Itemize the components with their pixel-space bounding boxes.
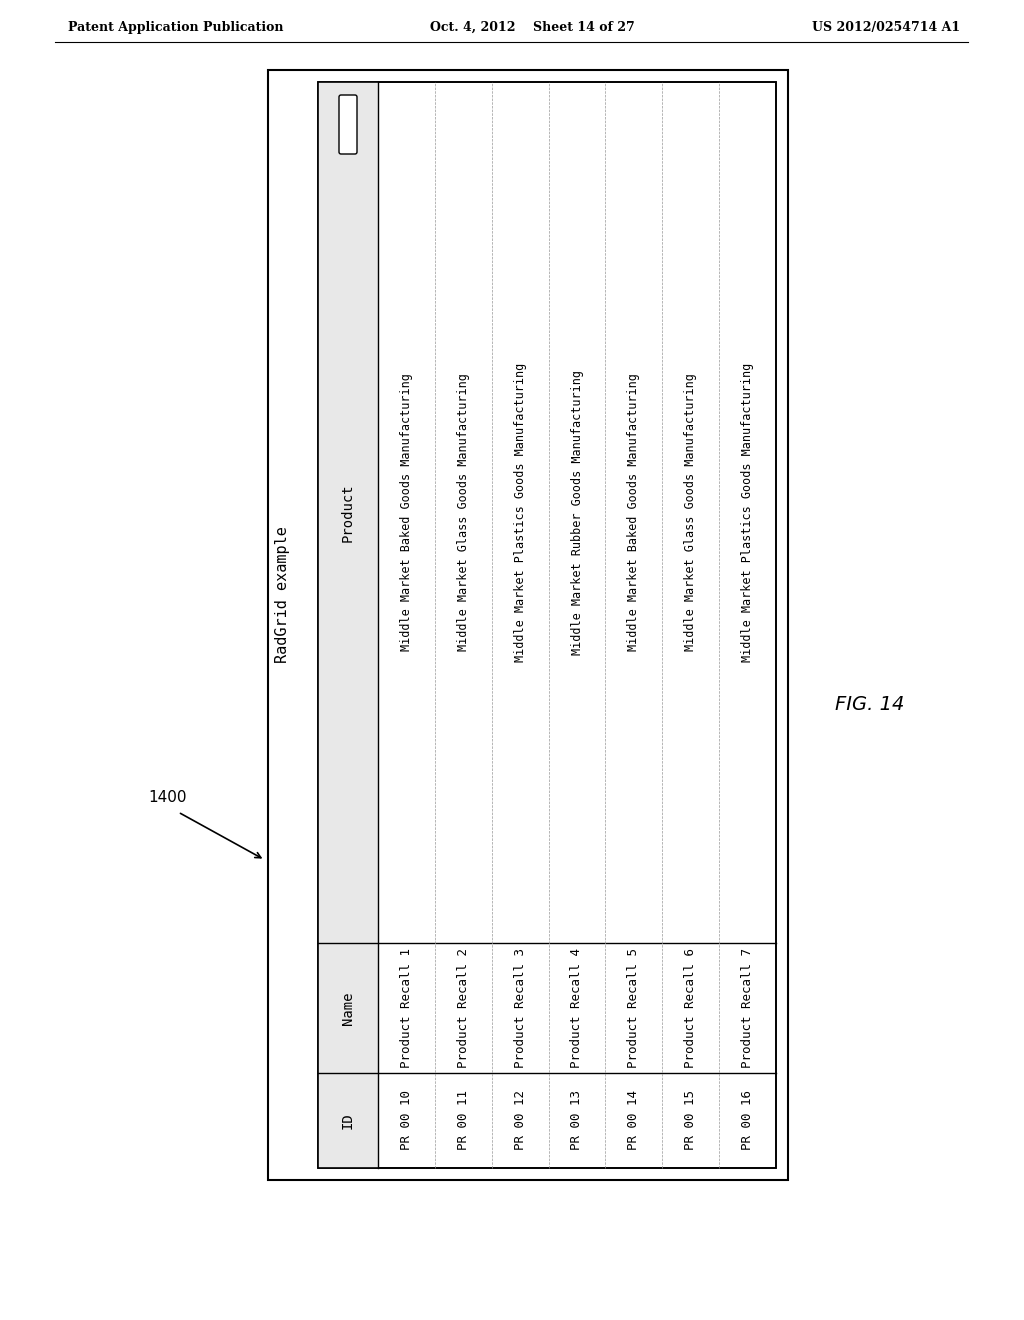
Text: Product Recall 2: Product Recall 2 [457,948,470,1068]
Text: Product Recall 6: Product Recall 6 [684,948,697,1068]
Bar [318,82,378,1168]
Text: Middle Market Baked Goods Manufacturing: Middle Market Baked Goods Manufacturing [400,374,413,652]
FancyBboxPatch shape [339,95,357,154]
FancyBboxPatch shape [268,70,788,1180]
Text: Product Recall 7: Product Recall 7 [741,948,754,1068]
Text: Oct. 4, 2012    Sheet 14 of 27: Oct. 4, 2012 Sheet 14 of 27 [430,21,635,33]
FancyBboxPatch shape [318,82,776,1168]
Text: Product Recall 1: Product Recall 1 [400,948,413,1068]
Text: ID: ID [341,1113,355,1129]
Text: PR 00 10: PR 00 10 [400,1090,413,1151]
Text: Middle Market Rubber Goods Manufacturing: Middle Market Rubber Goods Manufacturing [570,370,584,655]
Text: Product Recall 3: Product Recall 3 [514,948,526,1068]
Text: RadGrid example: RadGrid example [275,527,291,664]
Text: PR 00 16: PR 00 16 [741,1090,754,1151]
Text: PR 00 13: PR 00 13 [570,1090,584,1151]
Text: Middle Market Plastics Goods Manufacturing: Middle Market Plastics Goods Manufacturi… [741,363,754,663]
Text: Product Recall 5: Product Recall 5 [628,948,640,1068]
Text: Middle Market Plastics Goods Manufacturing: Middle Market Plastics Goods Manufacturi… [514,363,526,663]
Text: Middle Market Baked Goods Manufacturing: Middle Market Baked Goods Manufacturing [628,374,640,652]
Text: Middle Market Glass Goods Manufacturing: Middle Market Glass Goods Manufacturing [684,374,697,652]
Text: PR 00 12: PR 00 12 [514,1090,526,1151]
Text: PR 00 15: PR 00 15 [684,1090,697,1151]
Text: Product Recall 4: Product Recall 4 [570,948,584,1068]
Text: Middle Market Glass Goods Manufacturing: Middle Market Glass Goods Manufacturing [457,374,470,652]
Text: FIG. 14: FIG. 14 [835,696,904,714]
Text: 1400: 1400 [148,789,186,804]
Text: Patent Application Publication: Patent Application Publication [68,21,284,33]
Text: Name: Name [341,991,355,1024]
Text: US 2012/0254714 A1: US 2012/0254714 A1 [812,21,961,33]
Text: PR 00 11: PR 00 11 [457,1090,470,1151]
Text: PR 00 14: PR 00 14 [628,1090,640,1151]
Text: Product: Product [341,483,355,541]
